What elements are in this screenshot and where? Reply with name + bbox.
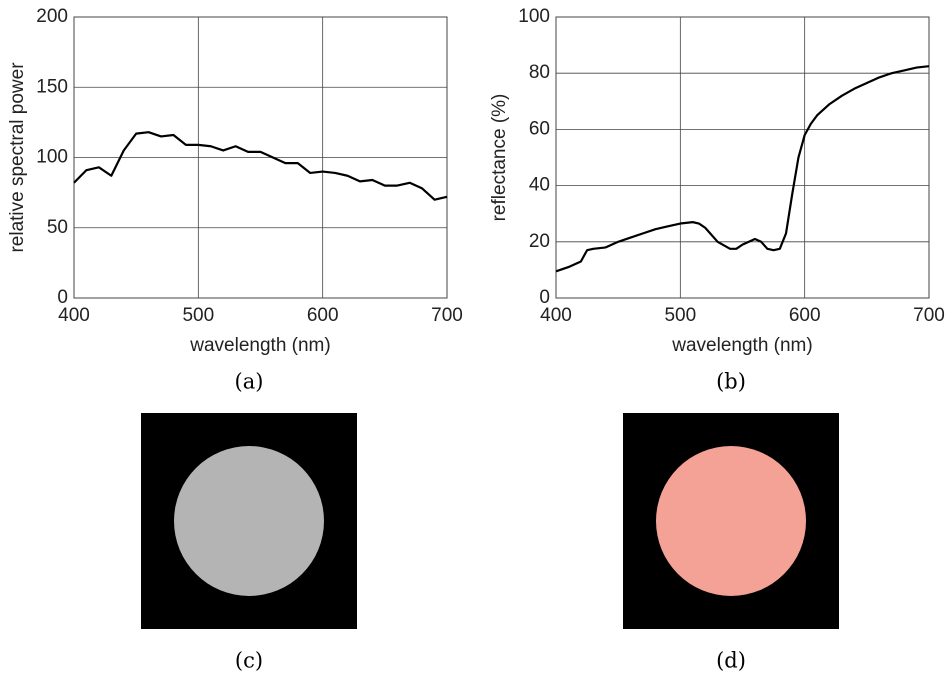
y-tick-label: 60 (529, 118, 550, 139)
plot-frame (73, 16, 448, 299)
x-tick-label: 600 (307, 305, 339, 326)
y-tick-label: 20 (529, 231, 550, 252)
x-axis-label: wavelength (nm) (189, 335, 330, 356)
gray-disc (174, 446, 324, 596)
data-line (73, 131, 448, 201)
x-tick-label: 400 (540, 305, 572, 326)
y-tick-label: 50 (47, 217, 68, 238)
y-tick-label: 0 (57, 287, 68, 308)
x-tick-label: 500 (664, 305, 696, 326)
x-tick-label: 700 (431, 305, 463, 326)
x-tick-label: 400 (58, 305, 90, 326)
y-tick-label: 40 (529, 175, 550, 196)
plot-frame (555, 16, 930, 299)
x-tick-label: 500 (182, 305, 214, 326)
pink-disc (656, 446, 806, 596)
y-axis-label: relative spectral power (7, 62, 28, 253)
data-line (555, 65, 930, 273)
y-tick-label: 200 (36, 6, 68, 27)
x-tick-label: 700 (913, 305, 945, 326)
y-axis-label: reflectance (%) (489, 94, 510, 222)
x-axis-label: wavelength (nm) (671, 335, 812, 356)
y-tick-label: 150 (36, 76, 68, 97)
y-tick-label: 100 (36, 147, 68, 168)
x-tick-label: 600 (789, 305, 821, 326)
caption: (c) (235, 649, 263, 673)
y-tick-label: 0 (539, 287, 550, 308)
caption: (b) (716, 370, 746, 394)
caption: (a) (235, 370, 264, 394)
y-tick-label: 80 (529, 62, 550, 83)
caption: (d) (716, 649, 746, 673)
y-tick-label: 100 (518, 6, 550, 27)
